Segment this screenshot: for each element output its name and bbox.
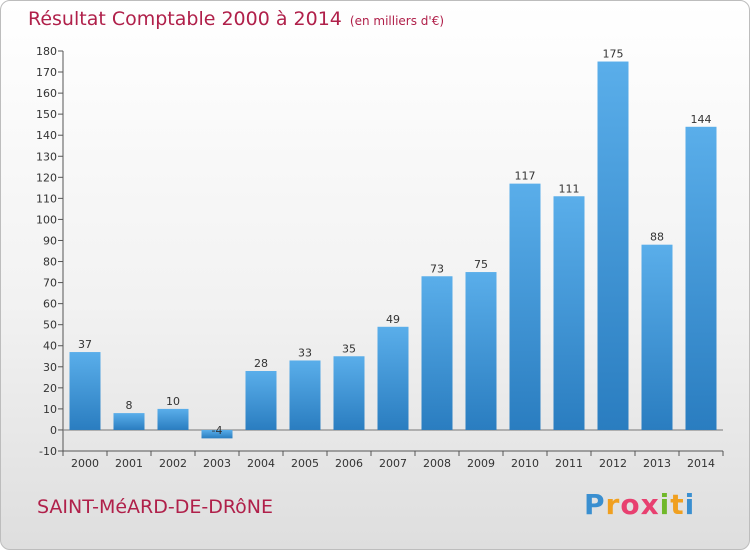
proxiti-logo: Proxiti bbox=[584, 488, 695, 521]
data-label-2000: 37 bbox=[78, 338, 92, 351]
x-tick-label: 2011 bbox=[555, 457, 583, 470]
bar-2006 bbox=[333, 356, 365, 430]
y-tick-label: 50 bbox=[43, 319, 57, 332]
logo-letter: P bbox=[584, 488, 606, 521]
y-tick-label: 100 bbox=[36, 213, 57, 226]
y-tick-label: 120 bbox=[36, 171, 57, 184]
data-label-2011: 111 bbox=[559, 182, 580, 195]
x-tick-label: 2002 bbox=[159, 457, 187, 470]
chart-subtitle: (en milliers d'€) bbox=[349, 14, 445, 28]
y-tick-label: 10 bbox=[43, 403, 57, 416]
x-tick-label: 2004 bbox=[247, 457, 275, 470]
x-tick-label: 2000 bbox=[71, 457, 99, 470]
logo-letter: i bbox=[659, 488, 671, 521]
bar-2010 bbox=[509, 183, 541, 430]
bar-2009 bbox=[465, 272, 497, 430]
data-label-2003: -4 bbox=[212, 424, 223, 437]
y-tick-label: 130 bbox=[36, 150, 57, 163]
bar-2012 bbox=[597, 61, 629, 430]
x-tick-label: 2003 bbox=[203, 457, 231, 470]
y-tick-label: 20 bbox=[43, 382, 57, 395]
data-label-2012: 175 bbox=[603, 48, 624, 61]
x-tick-label: 2008 bbox=[423, 457, 451, 470]
bar-2003 bbox=[201, 429, 233, 439]
bar-2014 bbox=[685, 126, 717, 430]
x-tick-label: 2001 bbox=[115, 457, 143, 470]
y-tick-label: 40 bbox=[43, 340, 57, 353]
data-label-2002: 10 bbox=[166, 395, 180, 408]
y-tick-label: 150 bbox=[36, 108, 57, 121]
bar-2008 bbox=[421, 276, 453, 430]
commune-name: SAINT-MéARD-DE-DRôNE bbox=[37, 496, 274, 518]
chart-title: Résultat Comptable 2000 à 2014 (en millie… bbox=[28, 8, 444, 30]
x-tick-label: 2014 bbox=[687, 457, 715, 470]
y-tick-label: 160 bbox=[36, 87, 57, 100]
bar-2001 bbox=[113, 413, 145, 430]
bar-2005 bbox=[289, 360, 321, 430]
bar-2013 bbox=[641, 244, 673, 430]
x-tick-label: 2007 bbox=[379, 457, 407, 470]
logo-letter: r bbox=[605, 488, 621, 521]
data-label-2013: 88 bbox=[650, 231, 664, 244]
bar-2004 bbox=[245, 371, 277, 430]
bar-2007 bbox=[377, 326, 409, 430]
data-label-2009: 75 bbox=[474, 258, 488, 271]
bar-2011 bbox=[553, 196, 585, 430]
x-tick-label: 2012 bbox=[599, 457, 627, 470]
x-tick-label: 2005 bbox=[291, 457, 319, 470]
data-label-2004: 28 bbox=[254, 357, 268, 370]
data-label-2014: 144 bbox=[691, 113, 712, 126]
data-label-2008: 73 bbox=[430, 262, 444, 275]
y-tick-label: -10 bbox=[39, 445, 57, 458]
x-tick-label: 2010 bbox=[511, 457, 539, 470]
x-tick-label: 2006 bbox=[335, 457, 363, 470]
data-label-2010: 117 bbox=[515, 170, 536, 183]
data-label-2007: 49 bbox=[386, 313, 400, 326]
y-tick-label: 70 bbox=[43, 277, 57, 290]
y-tick-label: 0 bbox=[50, 424, 57, 437]
logo-letter: i bbox=[684, 488, 696, 521]
bar-2002 bbox=[157, 408, 189, 430]
logo-letter: o bbox=[620, 488, 641, 521]
y-tick-label: 140 bbox=[36, 129, 57, 142]
data-label-2006: 35 bbox=[342, 342, 356, 355]
bar-2000 bbox=[69, 352, 101, 430]
y-tick-label: 80 bbox=[43, 256, 57, 269]
x-tick-label: 2013 bbox=[643, 457, 671, 470]
logo-letter: x bbox=[640, 488, 660, 521]
data-label-2001: 8 bbox=[126, 399, 133, 412]
y-tick-label: 30 bbox=[43, 361, 57, 374]
y-tick-label: 60 bbox=[43, 298, 57, 311]
logo-letter: t bbox=[670, 488, 685, 521]
y-tick-label: 90 bbox=[43, 234, 57, 247]
y-tick-label: 170 bbox=[36, 66, 57, 79]
x-tick-label: 2009 bbox=[467, 457, 495, 470]
y-tick-label: 110 bbox=[36, 192, 57, 205]
y-tick-label: 180 bbox=[36, 45, 57, 58]
data-label-2005: 33 bbox=[298, 346, 312, 359]
chart-title-text: Résultat Comptable 2000 à 2014 bbox=[28, 8, 342, 30]
